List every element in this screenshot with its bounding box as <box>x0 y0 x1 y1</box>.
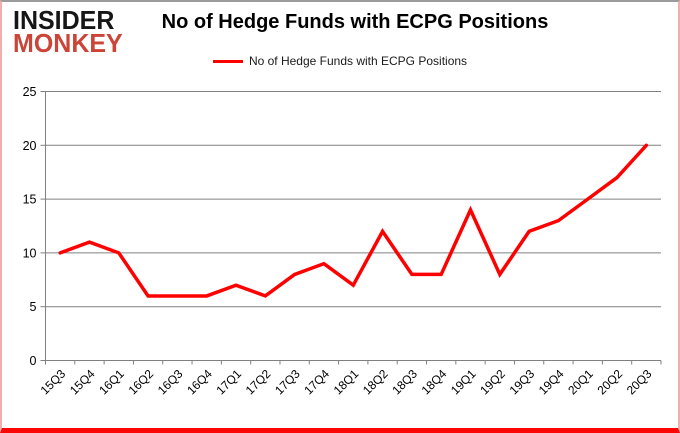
x-tick-label: 19Q2 <box>477 366 508 397</box>
x-tick-label: 18Q3 <box>389 366 420 397</box>
y-tick-label: 0 <box>30 354 37 368</box>
x-tick-label: 16Q2 <box>126 366 157 397</box>
x-tick-label: 16Q3 <box>155 366 186 397</box>
x-tick-label: 18Q4 <box>419 366 450 397</box>
y-tick-label: 15 <box>23 193 37 207</box>
x-tick-label: 20Q1 <box>565 366 596 397</box>
x-tick-label: 17Q2 <box>243 366 274 397</box>
logo-insider-text: INSIDER <box>13 5 115 36</box>
chart-legend: No of Hedge Funds with ECPG Positions <box>0 54 680 68</box>
x-tick-label: 19Q1 <box>448 366 479 397</box>
x-tick-label: 18Q2 <box>360 366 391 397</box>
legend-line-swatch <box>212 59 243 63</box>
x-tick-label: 17Q4 <box>301 366 332 397</box>
x-tick-label: 20Q2 <box>594 366 625 397</box>
chart-title: No of Hedge Funds with ECPG Positions <box>161 11 549 33</box>
x-tick-label: 15Q4 <box>67 366 98 397</box>
y-tick-label: 10 <box>23 246 37 260</box>
x-tick-label: 20Q3 <box>624 366 655 397</box>
legend-label: No of Hedge Funds with ECPG Positions <box>248 54 468 68</box>
insider-monkey-logo: INSIDER MONKEY <box>13 5 123 59</box>
x-tick-label: 19Q4 <box>536 366 567 397</box>
logo-monkey-text: MONKEY <box>13 28 123 59</box>
series-line <box>58 143 649 298</box>
x-tick-label: 16Q1 <box>96 366 127 397</box>
y-tick-label: 20 <box>23 139 37 153</box>
x-tick-label: 16Q4 <box>184 366 215 397</box>
y-tick-label: 25 <box>23 85 37 99</box>
y-tick-label: 5 <box>30 300 37 314</box>
x-tick-label: 18Q1 <box>331 366 362 397</box>
x-tick-label: 15Q3 <box>38 366 69 397</box>
x-tick-label: 17Q3 <box>272 366 303 397</box>
x-tick-label: 19Q3 <box>507 366 538 397</box>
x-tick-label: 17Q1 <box>213 366 244 397</box>
